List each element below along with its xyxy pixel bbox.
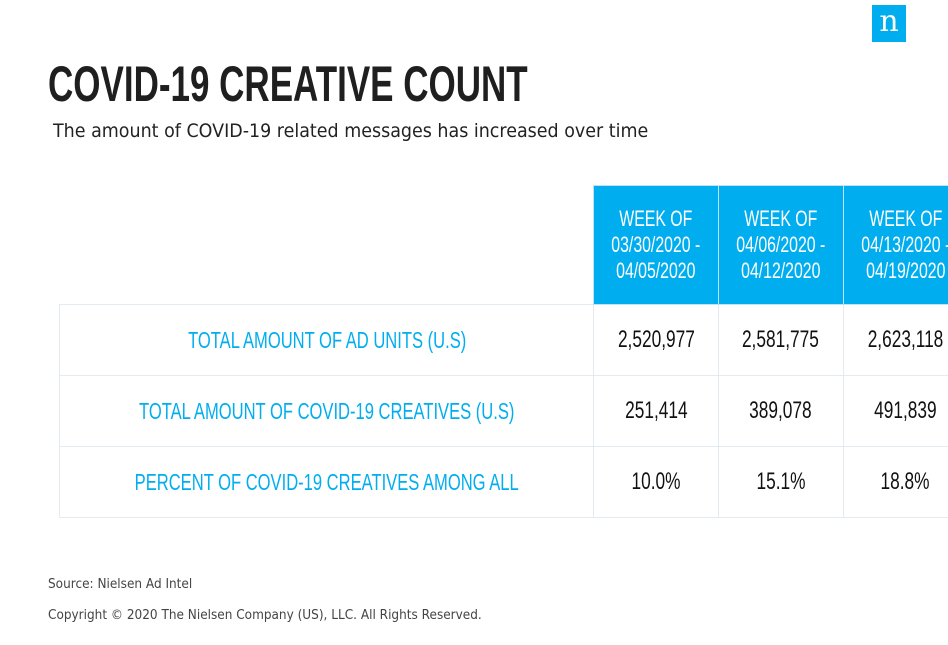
nielsen-logo-icon: n: [872, 5, 906, 42]
table-cell: 15.1%: [717, 446, 844, 518]
column-header-line: 04/05/2020: [616, 258, 696, 283]
table-cell: 2,623,118: [842, 304, 948, 376]
column-header-line: 04/13/2020 -: [860, 232, 948, 257]
column-header-week-3: WEEK OF 04/13/2020 - 04/19/2020: [842, 185, 948, 305]
table-row: PERCENT OF COVID-19 CREATIVES AMONG ALL …: [58, 446, 948, 518]
page-subtitle: The amount of COVID-19 related messages …: [53, 120, 649, 142]
column-header-line: 04/19/2020: [865, 258, 945, 283]
header-corner-cell: [60, 186, 594, 305]
table-cell: 389,078: [717, 375, 844, 447]
column-header-week-1: WEEK OF 03/30/2020 - 04/05/2020: [593, 185, 719, 305]
table-row: TOTAL AMOUNT OF AD UNITS (U.S) 2,520,977…: [58, 304, 948, 376]
table-cell: 251,414: [593, 375, 719, 447]
table-cell: 18.8%: [842, 446, 948, 518]
row-label-ad-units: TOTAL AMOUNT OF AD UNITS (U.S): [58, 304, 595, 376]
table-cell: 10.0%: [593, 446, 719, 518]
column-header-line: WEEK OF: [619, 206, 693, 231]
table-row: TOTAL AMOUNT OF COVID-19 CREATIVES (U.S)…: [58, 375, 948, 447]
row-label-covid-creatives: TOTAL AMOUNT OF COVID-19 CREATIVES (U.S): [58, 375, 595, 447]
page-title: COVID-19 CREATIVE COUNT: [48, 56, 528, 112]
row-label-percent-covid: PERCENT OF COVID-19 CREATIVES AMONG ALL: [58, 446, 595, 518]
column-header-line: 03/30/2020 -: [611, 232, 701, 257]
table-cell: 2,581,775: [717, 304, 844, 376]
table-cell: 2,520,977: [593, 304, 719, 376]
source-note: Source: Nielsen Ad Intel: [48, 577, 193, 592]
column-header-line: WEEK OF: [868, 206, 942, 231]
header-row: WEEK OF 03/30/2020 - 04/05/2020 WEEK OF …: [60, 185, 948, 305]
copyright-note: Copyright © 2020 The Nielsen Company (US…: [48, 608, 482, 623]
table-cell: 491,839: [842, 375, 948, 447]
column-header-week-2: WEEK OF 04/06/2020 - 04/12/2020: [717, 185, 844, 305]
column-header-line: WEEK OF: [744, 206, 818, 231]
column-header-line: 04/06/2020 -: [736, 232, 826, 257]
column-header-line: 04/12/2020: [741, 258, 821, 283]
creative-count-table: WEEK OF 03/30/2020 - 04/05/2020 WEEK OF …: [58, 185, 948, 518]
